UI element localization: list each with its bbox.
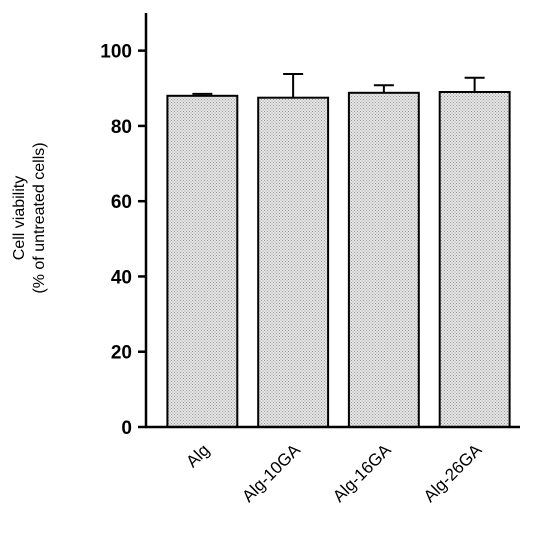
bar-alg-26ga xyxy=(438,91,511,428)
y-axis-title: Cell viability (% of untreated cells) xyxy=(11,142,48,293)
y-ticks-group: 0 20 40 60 80 100 xyxy=(100,42,146,439)
error-bar-alg xyxy=(192,92,213,96)
y-axis-title-line2: (% of untreated cells) xyxy=(31,142,48,293)
y-tick-label: 100 xyxy=(100,42,132,63)
y-tick-label: 20 xyxy=(111,343,132,364)
x-labels-group: Alg Alg-10GA Alg-16GA Alg-26GA xyxy=(182,440,485,506)
bars-group xyxy=(166,91,511,429)
axes-group xyxy=(144,13,520,429)
error-bar-alg-10ga xyxy=(283,72,304,98)
y-tick-label: 80 xyxy=(111,117,132,138)
x-tick-label-alg-10ga: Alg-10GA xyxy=(238,440,304,506)
x-tick-label-alg: Alg xyxy=(182,440,213,471)
error-bars-group xyxy=(192,72,485,98)
error-bar-alg-26ga xyxy=(464,76,485,93)
y-tick-label: 40 xyxy=(111,267,132,288)
y-tick-label: 0 xyxy=(121,418,132,439)
bar-alg-16ga xyxy=(347,91,420,429)
bar-alg-10ga xyxy=(257,96,330,428)
x-tick-label-alg-16ga: Alg-16GA xyxy=(329,440,395,506)
bar-alg xyxy=(166,94,239,429)
x-tick-label-alg-26ga: Alg-26GA xyxy=(420,440,486,506)
y-tick-label: 60 xyxy=(111,192,132,213)
y-axis-title-line1: Cell viability xyxy=(11,176,28,260)
error-bar-alg-16ga xyxy=(373,84,394,93)
